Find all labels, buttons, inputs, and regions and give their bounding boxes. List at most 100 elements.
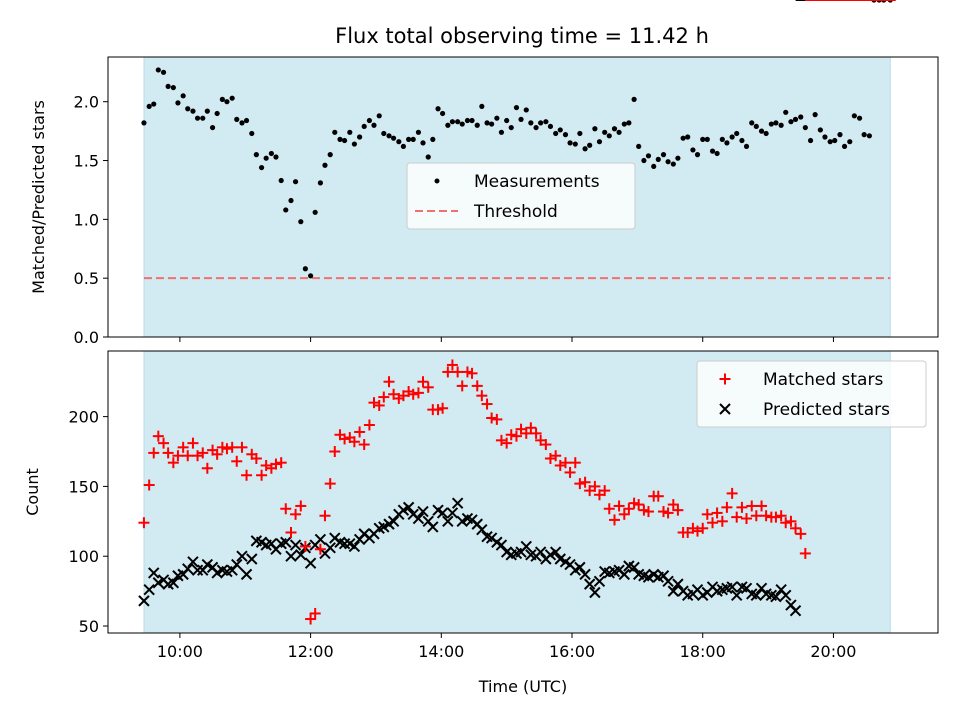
measurement-point [298, 219, 304, 225]
matched-point [329, 446, 341, 458]
measurement-point [469, 117, 475, 124]
matched-point [481, 398, 493, 410]
legend-threshold-label: Threshold [473, 202, 558, 222]
measurement-point [209, 124, 216, 131]
chart-title: Flux total observing time = 11.42 h [335, 24, 709, 48]
matched-point [471, 380, 483, 392]
measurement-point [724, 140, 730, 146]
predicted-point [304, 557, 317, 569]
predicted-point [231, 558, 243, 571]
predicted-point [520, 540, 532, 553]
matched-point [152, 430, 164, 442]
legend-matched-marker [719, 373, 731, 385]
measurement-point [528, 120, 534, 126]
measurement-point [592, 126, 598, 132]
measurement-point [406, 136, 412, 142]
measurement-point [773, 120, 779, 126]
predicted-point [314, 533, 327, 546]
matched-point [270, 458, 282, 470]
measurement-point [253, 152, 259, 158]
measurement-point [685, 134, 691, 140]
measurement-point [847, 139, 853, 145]
matched-point [305, 613, 317, 625]
count-y-tick-label: 150 [68, 477, 99, 496]
measurement-point [670, 161, 676, 167]
measurement-point [743, 143, 750, 150]
matched-point [211, 448, 223, 460]
measurement-point [631, 96, 637, 102]
ratio-y-tick-label: 1.0 [74, 210, 99, 229]
matched-point [491, 413, 503, 425]
matched-point [358, 439, 370, 451]
measurement-point [547, 123, 554, 130]
measurement-point [543, 119, 549, 125]
measurement-point [704, 136, 710, 142]
matched-point [775, 510, 787, 522]
measurement-point [837, 132, 843, 138]
matched-point [559, 457, 571, 469]
ratio-legend: Measurements Threshold [406, 162, 636, 230]
measurement-point [479, 103, 485, 110]
predicted-point [534, 546, 547, 558]
measurement-point [660, 152, 667, 158]
matched-point [603, 503, 615, 515]
legend-cross-glyph [719, 403, 731, 415]
matched-point [158, 437, 170, 449]
measurement-point [822, 134, 828, 140]
measurement-point [626, 120, 632, 126]
matched-point [177, 441, 189, 453]
matched-point [285, 526, 297, 538]
measurement-point [430, 136, 436, 142]
matched-point [422, 381, 434, 393]
predicted-point [427, 521, 439, 533]
matched-point [530, 427, 542, 439]
measurement-point [494, 115, 500, 121]
matched-point [319, 510, 331, 522]
measurement-point [832, 137, 838, 144]
measurement-point [582, 146, 588, 152]
measurement-point [194, 115, 201, 121]
measurement-point [347, 129, 353, 135]
measurement-point [675, 155, 681, 161]
measurement-point [572, 141, 578, 147]
measurement-point [474, 122, 480, 128]
measurement-point [160, 69, 167, 75]
matched-point [466, 367, 478, 379]
measurement-point [302, 266, 308, 272]
ratio-y-axis-label: Matched/Predicted stars [29, 100, 48, 294]
ratio-y-tick-label: 1.5 [74, 152, 99, 171]
matched-point [760, 510, 772, 522]
matched-point [476, 390, 488, 402]
matched-point [456, 380, 468, 392]
predicted-point [285, 550, 297, 562]
predicted-point [417, 505, 429, 518]
measurement-point [513, 104, 520, 111]
matched-point [633, 499, 645, 511]
predicted-point [187, 556, 199, 568]
measurement-point [504, 117, 510, 124]
measurement-point [611, 126, 618, 132]
matched-point [716, 515, 728, 527]
matched-point [143, 479, 155, 491]
count-y-tick-label: 50 [79, 617, 99, 636]
measurement-point [371, 122, 377, 128]
measurement-point [381, 130, 387, 137]
matched-point [172, 450, 184, 462]
measurement-point [489, 121, 495, 127]
measurement-point [239, 120, 245, 126]
matched-point [501, 437, 513, 449]
matched-point [672, 504, 684, 516]
predicted-point [750, 589, 763, 602]
measurement-point [817, 127, 823, 133]
predicted-point [240, 568, 253, 581]
measurement-point [508, 124, 514, 131]
measurement-point [415, 129, 422, 135]
measurement-point [792, 116, 799, 122]
measurement-point [386, 133, 392, 139]
measurement-point [390, 135, 397, 141]
matched-point [187, 437, 199, 449]
matched-point [652, 490, 664, 502]
measurement-point [278, 177, 284, 184]
predicted-point [143, 584, 155, 596]
measurement-point [802, 124, 808, 131]
